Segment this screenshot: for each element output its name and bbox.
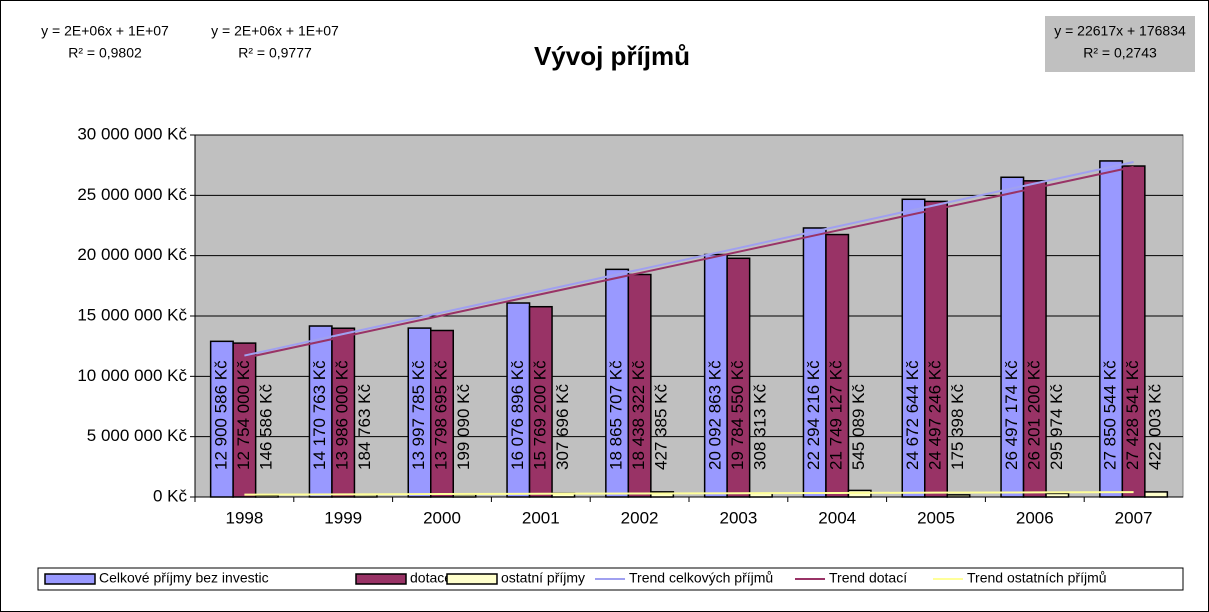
- trend-r2: R² = 0,2743: [1083, 45, 1157, 61]
- trend-equation: y = 2E+06x + 1E+07: [211, 23, 339, 39]
- value-label: 27 428 541 Kč: [1123, 360, 1142, 470]
- value-label: 13 798 695 Kč: [431, 360, 450, 470]
- y-tick-label: 20 000 000 Kč: [77, 245, 187, 264]
- value-label: 175 398 Kč: [948, 383, 967, 470]
- value-label: 427 385 Kč: [652, 383, 671, 470]
- trend-line: [244, 491, 1134, 496]
- trend-r2: R² = 0,9802: [68, 45, 142, 61]
- trend-equation: y = 22617x + 176834: [1054, 23, 1186, 39]
- x-tick-label: 2006: [1016, 508, 1054, 527]
- value-label: 26 497 174 Kč: [1002, 360, 1021, 470]
- value-label: 13 997 785 Kč: [409, 360, 428, 470]
- legend-label: Trend ostatních příjmů: [967, 570, 1107, 586]
- value-label: 308 313 Kč: [750, 383, 769, 470]
- value-label: 22 294 216 Kč: [804, 360, 823, 470]
- trend-r2: R² = 0,9777: [238, 45, 312, 61]
- value-label: 19 784 550 Kč: [728, 360, 747, 470]
- legend-label: Trend celkových příjmů: [629, 570, 773, 586]
- x-tick-label: 2004: [818, 508, 856, 527]
- value-label: 21 749 127 Kč: [827, 360, 846, 470]
- value-label: 16 076 896 Kč: [508, 360, 527, 470]
- trend-equation: y = 2E+06x + 1E+07: [41, 23, 169, 39]
- y-tick-label: 25 000 000 Kč: [77, 185, 187, 204]
- value-label: 13 986 000 Kč: [333, 360, 352, 470]
- value-label: 12 900 586 Kč: [211, 360, 230, 470]
- value-label: 18 438 322 Kč: [629, 360, 648, 470]
- value-label: 24 672 644 Kč: [903, 360, 922, 470]
- value-label: 307 696 Kč: [553, 383, 572, 470]
- y-tick-label: 10 000 000 Kč: [77, 366, 187, 385]
- value-label: 14 170 763 Kč: [310, 360, 329, 470]
- trend-line: [244, 161, 1134, 357]
- x-tick-label: 2005: [917, 508, 955, 527]
- x-tick-label: 2002: [621, 508, 659, 527]
- value-label: 146 586 Kč: [256, 383, 275, 470]
- x-tick-label: 2007: [1115, 508, 1153, 527]
- legend-label: ostatní příjmy: [501, 570, 585, 586]
- legend-swatch: [355, 573, 407, 585]
- value-label: 184 763 Kč: [355, 383, 374, 470]
- value-label: 18 865 707 Kč: [607, 360, 626, 470]
- legend-label: dotace: [410, 570, 452, 586]
- legend-swatch: [446, 573, 498, 585]
- y-tick-label: 15 000 000 Kč: [77, 305, 187, 324]
- x-tick-label: 2001: [522, 508, 560, 527]
- legend-swatch: [44, 573, 96, 585]
- bar: [1045, 492, 1070, 498]
- annotation-box: [1045, 16, 1195, 72]
- y-tick-label: 0 Kč: [153, 486, 188, 505]
- bar: [1144, 491, 1169, 498]
- x-tick-label: 2003: [719, 508, 757, 527]
- x-tick-label: 1998: [225, 508, 263, 527]
- y-tick-label: 30 000 000 Kč: [77, 124, 187, 143]
- value-label: 422 003 Kč: [1146, 383, 1165, 470]
- x-tick-label: 2000: [423, 508, 461, 527]
- chart-title: Vývoj příjmů: [534, 41, 690, 71]
- value-label: 545 089 Kč: [849, 383, 868, 470]
- y-tick-label: 5 000 000 Kč: [87, 426, 188, 445]
- x-tick-label: 1999: [324, 508, 362, 527]
- value-label: 199 090 Kč: [454, 383, 473, 470]
- value-label: 295 974 Kč: [1047, 383, 1066, 470]
- value-label: 20 092 863 Kč: [705, 360, 724, 470]
- value-label: 15 769 200 Kč: [530, 360, 549, 470]
- value-label: 12 754 000 Kč: [234, 360, 253, 470]
- value-label: 24 497 246 Kč: [925, 360, 944, 470]
- value-label: 27 850 544 Kč: [1101, 360, 1120, 470]
- legend-label: Trend dotací: [829, 570, 907, 586]
- trend-line: [244, 165, 1134, 359]
- legend-label: Celkové příjmy bez investic: [99, 570, 269, 586]
- value-label: 26 201 200 Kč: [1024, 360, 1043, 470]
